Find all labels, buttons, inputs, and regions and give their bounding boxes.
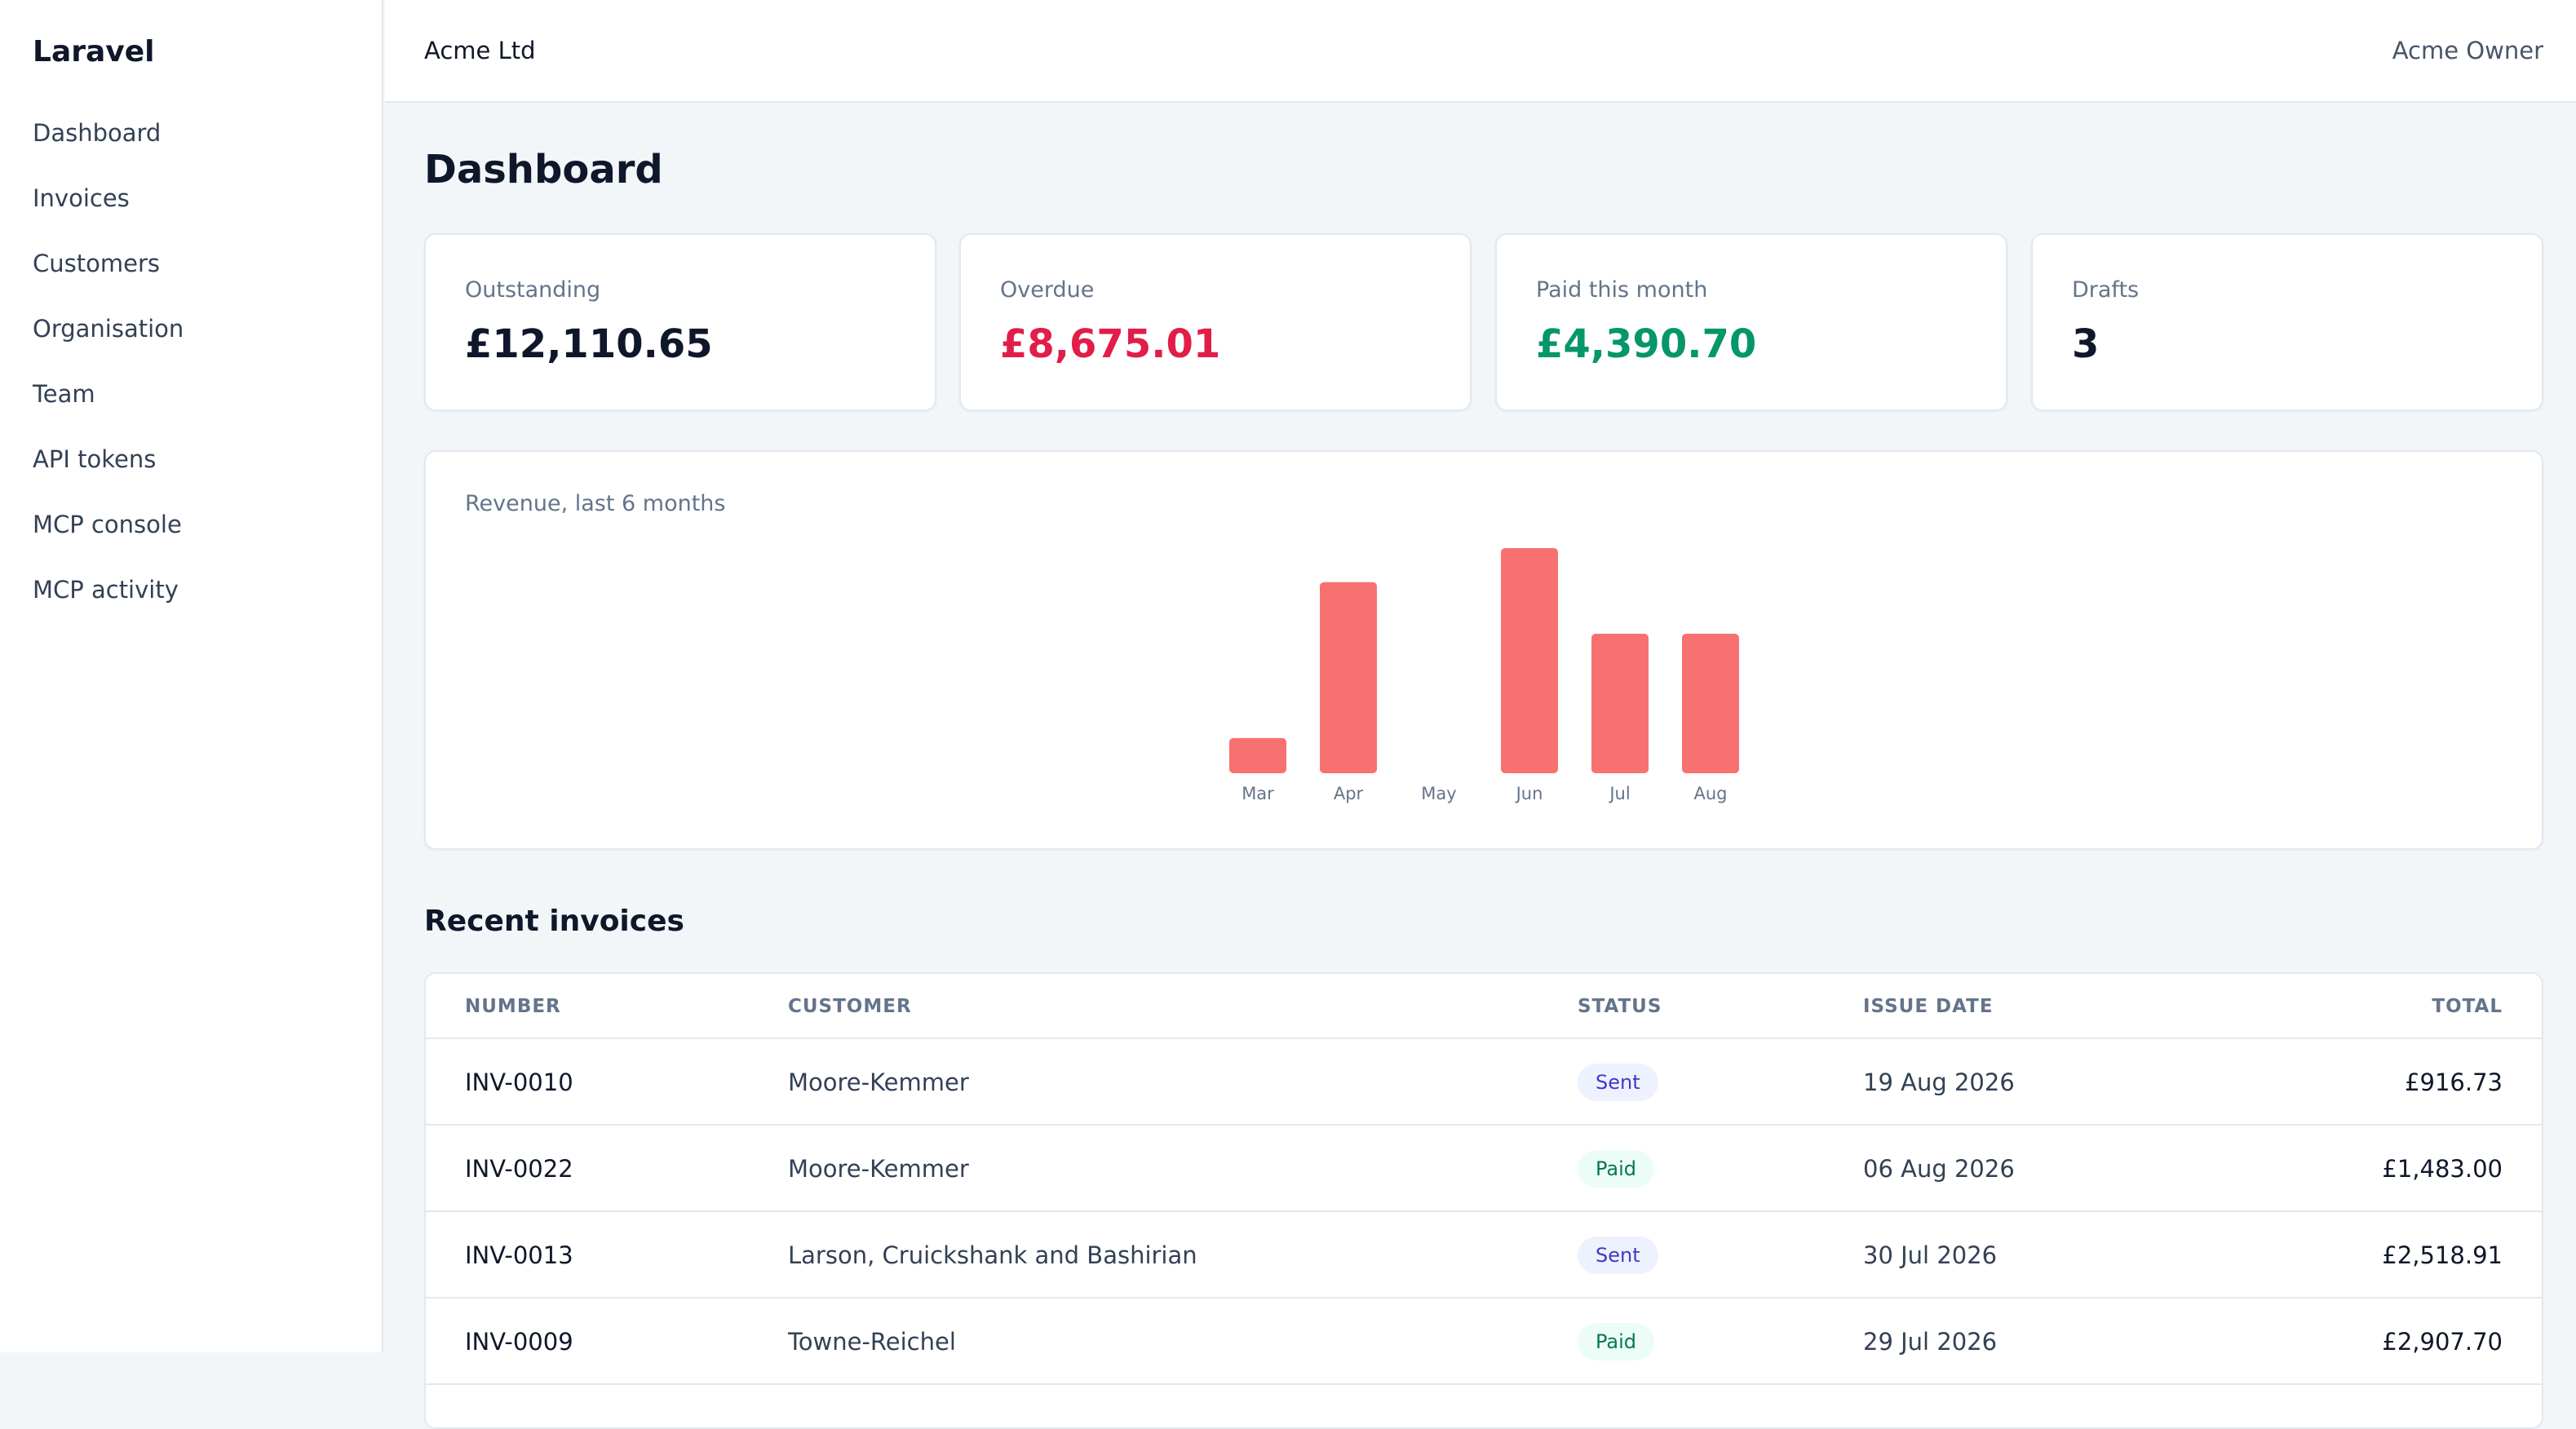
table-row[interactable]: INV-0022 Moore-Kemmer Paid 06 Aug 2026 £1,48…: [426, 1126, 2542, 1212]
invoice-total: £1,483.00: [2382, 1155, 2503, 1183]
stat-value: £8,675.01: [1000, 321, 1221, 367]
invoice-total: £2,518.91: [2382, 1241, 2503, 1269]
revenue-chart-card: Revenue, last 6 months Mar Apr May Jun Jul Au…: [424, 450, 2543, 850]
table-row[interactable]: INV-0013 Larson, Cruickshank and Bashiria…: [426, 1212, 2542, 1298]
brand-logo[interactable]: Laravel: [33, 35, 155, 69]
chart-bar-apr: [1320, 582, 1377, 773]
sidebar-item-mcp-activity[interactable]: MCP activity: [33, 576, 179, 604]
chart-bar-jun: [1501, 548, 1558, 773]
user-menu[interactable]: Acme Owner: [2392, 37, 2543, 64]
table-header: NUMBER CUSTOMER STATUS ISSUE DATE TOTAL: [426, 974, 2542, 1039]
chart-bar-jul: [1591, 634, 1649, 773]
invoice-customer: Larson, Cruickshank and Bashirian: [788, 1241, 1197, 1269]
stats-row: Outstanding £12,110.65 Overdue £8,675.01 Pai…: [424, 233, 2543, 411]
status-badge: Sent: [1578, 1064, 1658, 1101]
stat-card: Drafts 3: [2031, 233, 2543, 411]
column-header-status[interactable]: STATUS: [1578, 996, 1662, 1017]
page-title: Dashboard: [424, 147, 663, 192]
stat-label: Paid this month: [1536, 277, 1708, 303]
chart-tick-label: Aug: [1693, 784, 1727, 803]
chart-tick-label: Jul: [1608, 784, 1630, 803]
column-header-total[interactable]: TOTAL: [2432, 996, 2503, 1017]
column-header-customer[interactable]: CUSTOMER: [788, 996, 912, 1017]
stat-card: Paid this month £4,390.70: [1495, 233, 2007, 411]
invoice-issue-date: 30 Jul 2026: [1863, 1241, 1998, 1269]
invoices-table: NUMBER CUSTOMER STATUS ISSUE DATE TOTAL …: [424, 972, 2543, 1429]
stat-card: Outstanding £12,110.65: [424, 233, 936, 411]
organisation-name[interactable]: Acme Ltd: [424, 37, 536, 64]
invoice-issue-date: 06 Aug 2026: [1863, 1155, 2015, 1183]
stat-value: 3: [2072, 321, 2100, 367]
sidebar: Laravel Dashboard Invoices Customers Organi…: [0, 0, 383, 1352]
invoice-number[interactable]: INV-0013: [465, 1241, 573, 1269]
topbar: Acme Ltd Acme Owner: [385, 0, 2576, 103]
invoice-customer: Moore-Kemmer: [788, 1155, 969, 1183]
sidebar-item-invoices[interactable]: Invoices: [33, 184, 130, 212]
sidebar-item-dashboard[interactable]: Dashboard: [33, 119, 162, 147]
stat-value: £4,390.70: [1536, 321, 1757, 367]
stat-label: Outstanding: [465, 277, 601, 303]
recent-invoices-title: Recent invoices: [424, 905, 684, 938]
table-body: INV-0010 Moore-Kemmer Sent 19 Aug 2026 £916.…: [426, 1039, 2542, 1385]
chart-tick-label: May: [1421, 784, 1456, 803]
column-header-number[interactable]: NUMBER: [465, 996, 561, 1017]
column-header-issue-date[interactable]: ISSUE DATE: [1863, 996, 1994, 1017]
stat-label: Overdue: [1000, 277, 1095, 303]
invoice-issue-date: 29 Jul 2026: [1863, 1328, 1998, 1356]
invoice-customer: Towne-Reichel: [788, 1328, 956, 1356]
chart-tick-label: Jun: [1515, 784, 1543, 803]
invoice-number[interactable]: INV-0009: [465, 1328, 573, 1356]
table-row[interactable]: INV-0010 Moore-Kemmer Sent 19 Aug 2026 £916.…: [426, 1039, 2542, 1126]
sidebar-item-mcp-console[interactable]: MCP console: [33, 511, 182, 538]
table-row[interactable]: INV-0009 Towne-Reichel Paid 29 Jul 2026 £2,9…: [426, 1298, 2542, 1385]
chart-bar-mar: [1229, 737, 1286, 773]
stat-card: Overdue £8,675.01: [959, 233, 1472, 411]
chart-bar-aug: [1682, 634, 1739, 773]
stat-label: Drafts: [2072, 277, 2140, 303]
invoice-total: £916.73: [2405, 1068, 2503, 1096]
stat-value: £12,110.65: [465, 321, 713, 367]
sidebar-item-customers[interactable]: Customers: [33, 250, 160, 277]
sidebar-item-team[interactable]: Team: [33, 380, 95, 408]
invoice-number[interactable]: INV-0010: [465, 1068, 573, 1096]
revenue-chart: Mar Apr May Jun Jul Aug: [1229, 548, 1739, 803]
status-badge: Paid: [1578, 1323, 1655, 1360]
sidebar-item-api-tokens[interactable]: API tokens: [33, 445, 157, 473]
sidebar-item-organisation[interactable]: Organisation: [33, 315, 184, 343]
status-badge: Sent: [1578, 1237, 1658, 1274]
invoice-customer: Moore-Kemmer: [788, 1068, 969, 1096]
invoice-total: £2,907.70: [2382, 1328, 2503, 1356]
sidebar-nav: Dashboard Invoices Customers Organisation Te…: [0, 111, 382, 633]
status-badge: Paid: [1578, 1150, 1655, 1188]
chart-tick-label: Apr: [1334, 784, 1364, 803]
invoice-issue-date: 19 Aug 2026: [1863, 1068, 2015, 1096]
invoice-number[interactable]: INV-0022: [465, 1155, 573, 1183]
chart-tick-label: Mar: [1242, 784, 1274, 803]
chart-title: Revenue, last 6 months: [465, 491, 726, 516]
